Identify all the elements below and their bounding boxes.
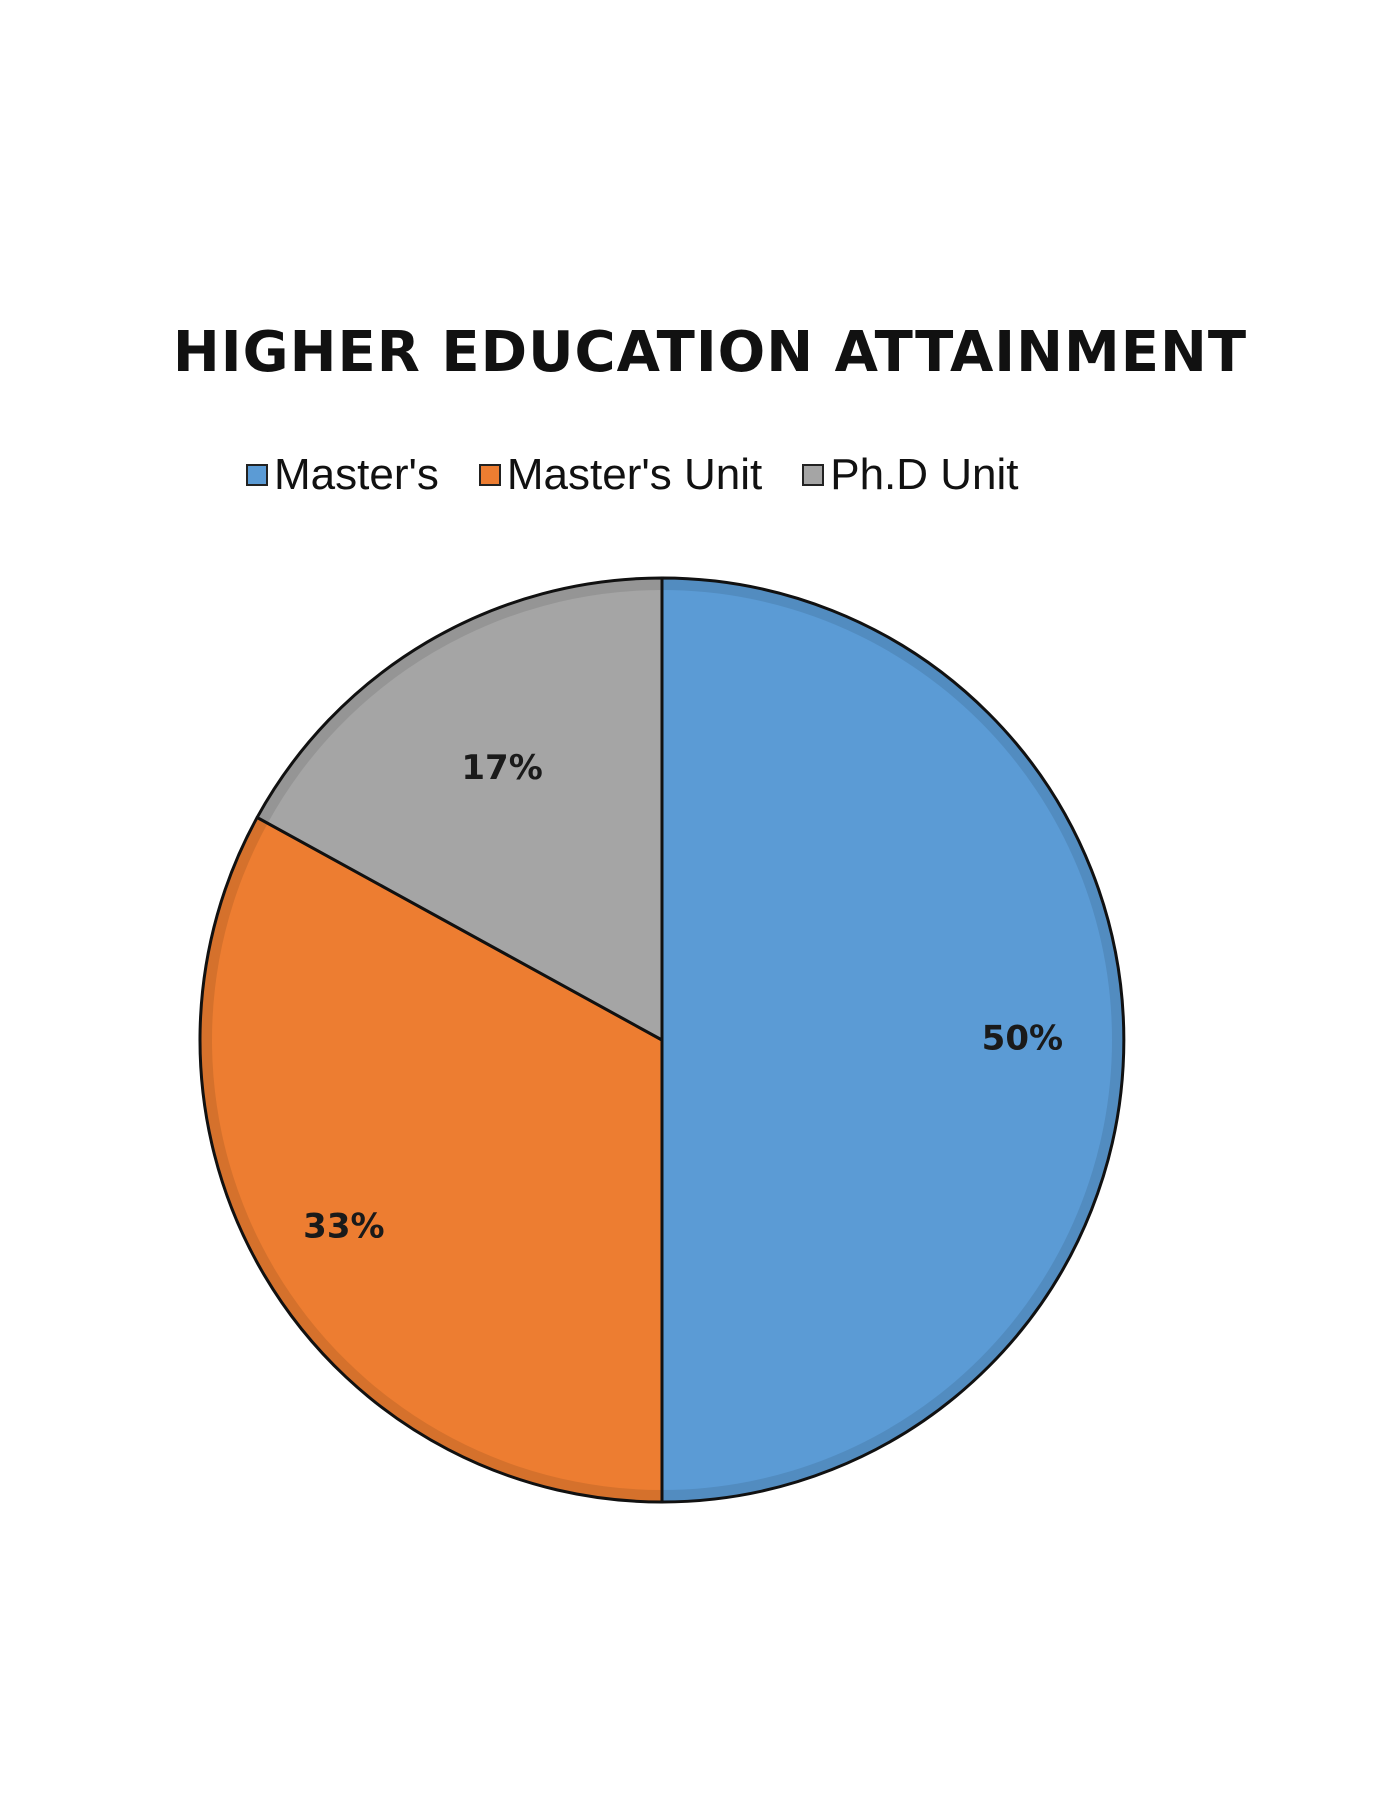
slice-phd-unit-outline <box>255 576 664 1042</box>
slice-phd-unit <box>267 590 662 1040</box>
slice-label-masters: 50% <box>982 1019 1063 1059</box>
legend-swatch-phd-unit <box>802 464 825 486</box>
legend: Master's Master's Unit Ph.D Unit <box>246 450 1059 500</box>
legend-item-phd-unit: Ph.D Unit <box>802 450 1019 500</box>
legend-swatch-masters <box>246 464 268 486</box>
slice-masters <box>662 590 1112 1490</box>
legend-item-masters: Master's <box>246 450 439 500</box>
legend-item-masters-unit: Master's Unit <box>478 450 763 500</box>
slice-masters-outline <box>660 576 1126 1504</box>
slice-masters-unit-outline <box>198 815 664 1504</box>
legend-label-masters-unit: Master's Unit <box>506 450 763 499</box>
slice-masters-unit <box>211 823 663 1490</box>
slice-label-masters-unit: 33% <box>303 1207 384 1247</box>
chart-title: HIGHER EDUCATION ATTAINMENT <box>172 320 1248 385</box>
legend-swatch-masters-unit <box>478 464 501 486</box>
pie-slices <box>198 576 1126 1504</box>
pie-labels: 50% 33% 17% <box>303 748 1063 1247</box>
legend-label-masters: Master's <box>274 450 439 499</box>
slice-label-phd-unit: 17% <box>461 748 542 788</box>
legend-label-phd-unit: Ph.D Unit <box>830 450 1019 499</box>
